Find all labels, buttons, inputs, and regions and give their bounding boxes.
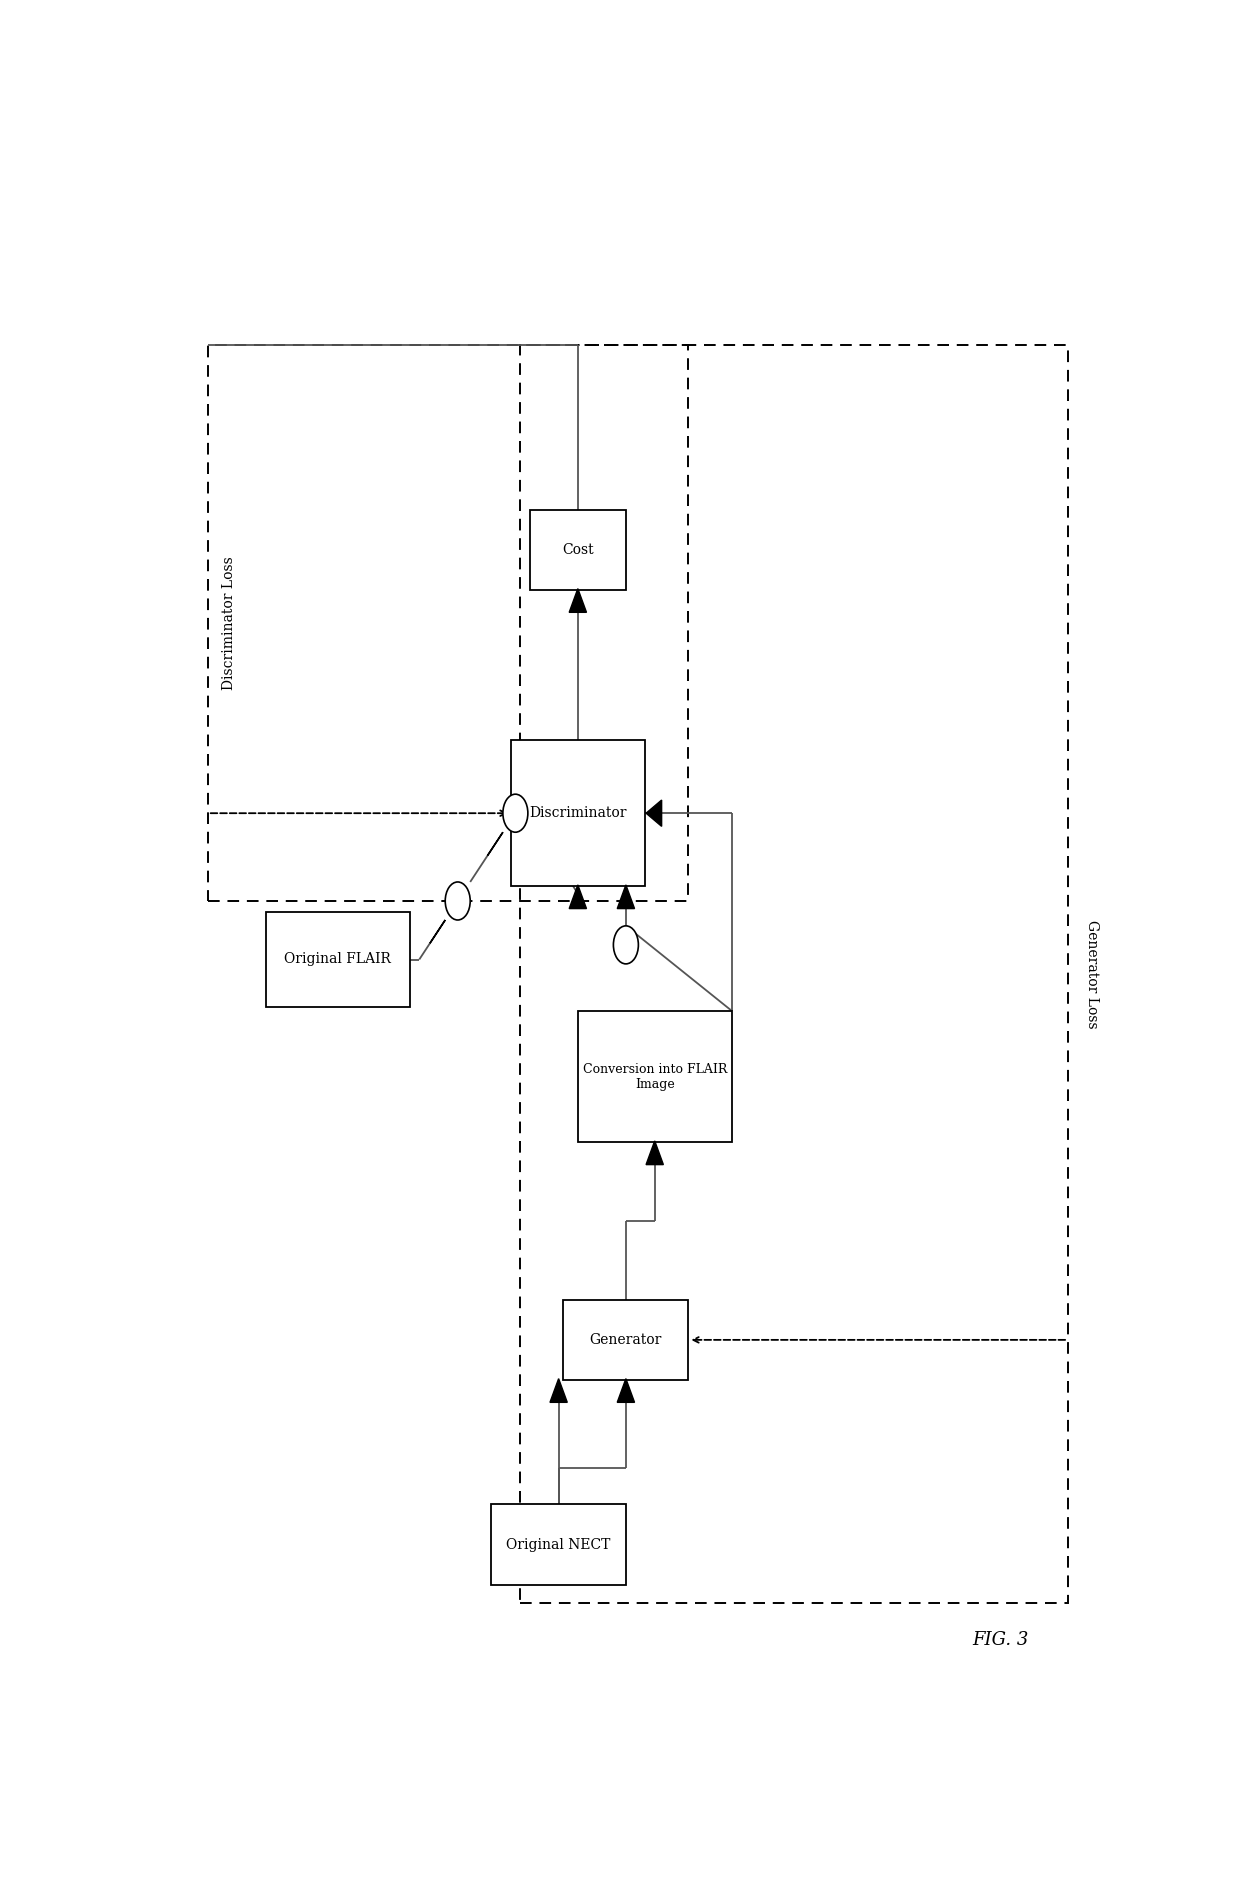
Circle shape xyxy=(503,794,528,832)
FancyBboxPatch shape xyxy=(578,1011,732,1142)
FancyBboxPatch shape xyxy=(511,741,645,887)
FancyBboxPatch shape xyxy=(265,912,409,1007)
Text: FIG. 3: FIG. 3 xyxy=(972,1630,1029,1649)
Text: Cost: Cost xyxy=(562,543,594,557)
Polygon shape xyxy=(646,1140,663,1165)
Polygon shape xyxy=(618,885,635,908)
Text: Discriminator Loss: Discriminator Loss xyxy=(222,557,236,690)
Polygon shape xyxy=(551,1379,567,1402)
FancyBboxPatch shape xyxy=(491,1505,626,1585)
Circle shape xyxy=(614,925,639,963)
Polygon shape xyxy=(618,1379,635,1402)
Text: Original FLAIR: Original FLAIR xyxy=(284,952,391,967)
Circle shape xyxy=(445,882,470,920)
Polygon shape xyxy=(430,920,445,942)
FancyBboxPatch shape xyxy=(529,509,626,591)
Text: Generator: Generator xyxy=(590,1334,662,1347)
Polygon shape xyxy=(569,885,587,908)
Polygon shape xyxy=(646,800,662,826)
Polygon shape xyxy=(569,589,587,612)
Text: Generator Loss: Generator Loss xyxy=(1085,920,1099,1028)
FancyBboxPatch shape xyxy=(563,1300,688,1379)
Text: Conversion into FLAIR
Image: Conversion into FLAIR Image xyxy=(583,1062,727,1091)
Text: Original NECT: Original NECT xyxy=(506,1537,611,1552)
Text: Discriminator: Discriminator xyxy=(529,806,626,821)
Polygon shape xyxy=(487,832,503,855)
